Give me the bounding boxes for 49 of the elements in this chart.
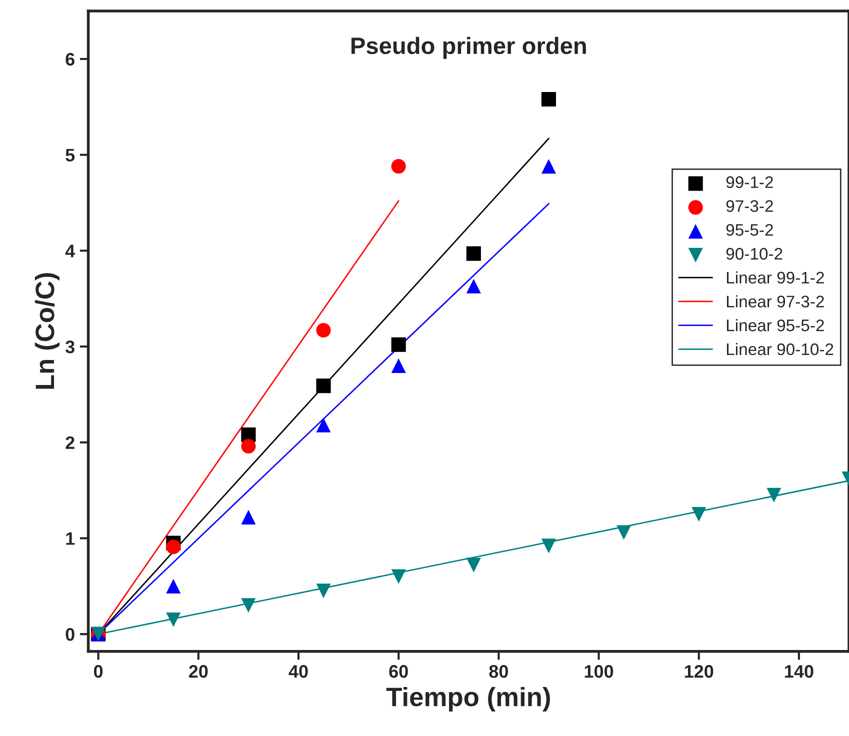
legend-label: Linear 95-5-2 <box>726 319 824 332</box>
point <box>316 322 331 338</box>
y-tick-label: 6 <box>66 52 74 66</box>
legend-label: Linear 90-10-2 <box>726 342 834 356</box>
point <box>166 612 181 628</box>
point <box>316 378 331 394</box>
legend-label: 95-5-2 <box>726 224 773 236</box>
y-axis-title: Ln (Co/C) <box>34 273 60 389</box>
x-tick-label: 80 <box>489 665 508 678</box>
point <box>541 538 556 554</box>
text: Pseudo primer orden <box>351 36 586 59</box>
x-tick-label: 140 <box>785 665 814 678</box>
point <box>541 159 556 174</box>
legend-label: Linear 97-3-2 <box>726 295 824 308</box>
point <box>466 558 481 572</box>
x-tick-label: 100 <box>584 665 614 678</box>
y-tick-label: 4 <box>65 244 76 258</box>
point <box>241 598 256 613</box>
y-tick-label: 5 <box>66 148 75 162</box>
point <box>391 358 406 373</box>
x-tick-label: 120 <box>684 665 714 678</box>
point <box>466 246 481 261</box>
point <box>391 159 406 174</box>
x-axis-title: Tiempo (min) <box>386 686 550 712</box>
y-tick-label: 2 <box>66 436 74 449</box>
legend-label: 90-10-2 <box>726 248 782 260</box>
point <box>391 337 406 352</box>
x-tick-label: 20 <box>188 665 208 678</box>
point <box>166 540 181 554</box>
x-tick-label: 60 <box>389 665 408 678</box>
point <box>692 507 706 522</box>
point <box>616 525 632 540</box>
point <box>766 488 782 502</box>
point <box>466 278 481 294</box>
y-tick-label: 0 <box>66 628 74 641</box>
point <box>241 438 256 454</box>
legend-label: 97-3-2 <box>726 200 773 212</box>
point <box>391 569 406 584</box>
point <box>166 578 181 594</box>
point <box>541 92 556 107</box>
legend-label: 99-1-2 <box>726 176 773 188</box>
y-tick-label: 3 <box>65 340 74 354</box>
y-tick-label: 1 <box>66 532 75 545</box>
point <box>316 418 331 432</box>
point <box>316 584 331 598</box>
x-tick-label: 40 <box>288 665 308 678</box>
x-tick-label: 0 <box>94 665 103 678</box>
point <box>241 510 256 524</box>
legend-label: Linear 99-1-2 <box>726 271 824 284</box>
